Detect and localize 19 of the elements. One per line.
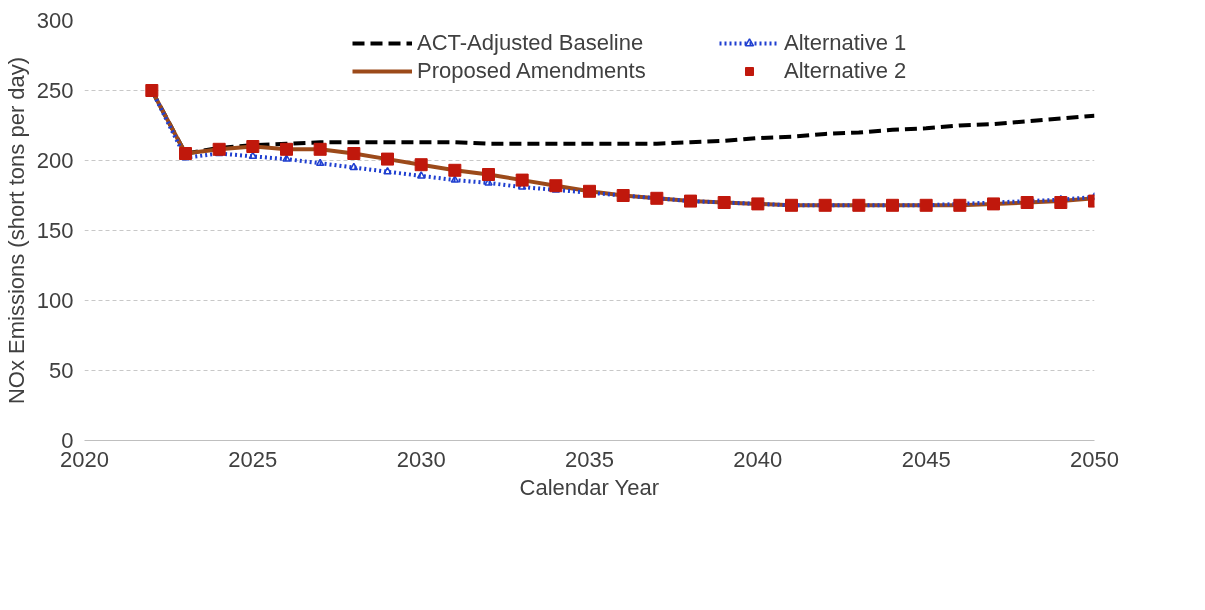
y-tick-label: 250 xyxy=(36,78,74,103)
y-tick-label: 150 xyxy=(36,218,74,243)
legend-label: ACT-Adjusted Baseline xyxy=(417,30,645,56)
x-tick-label: 2035 xyxy=(565,446,614,472)
y-tick-label: 0 xyxy=(61,428,74,453)
y-tick-label: 100 xyxy=(36,288,74,313)
x-tick-label: 2040 xyxy=(733,446,783,472)
legend-label: Proposed Amendments xyxy=(417,58,647,84)
x-tick-label: 2025 xyxy=(228,446,278,472)
x-axis-title: Calendar Year xyxy=(519,474,660,500)
y-tick-label: 200 xyxy=(36,148,74,173)
legend-label: Alternative 2 xyxy=(784,58,908,84)
x-tick-label: 2045 xyxy=(901,446,951,472)
y-axis-title: NOx Emissions (short tons per day) xyxy=(3,56,29,405)
y-tick-label: 300 xyxy=(36,8,74,33)
x-tick-label: 2030 xyxy=(396,446,446,472)
y-tick-label: 50 xyxy=(49,358,74,383)
legend-label: Alternative 1 xyxy=(784,30,908,56)
x-tick-label: 2050 xyxy=(1070,446,1119,472)
